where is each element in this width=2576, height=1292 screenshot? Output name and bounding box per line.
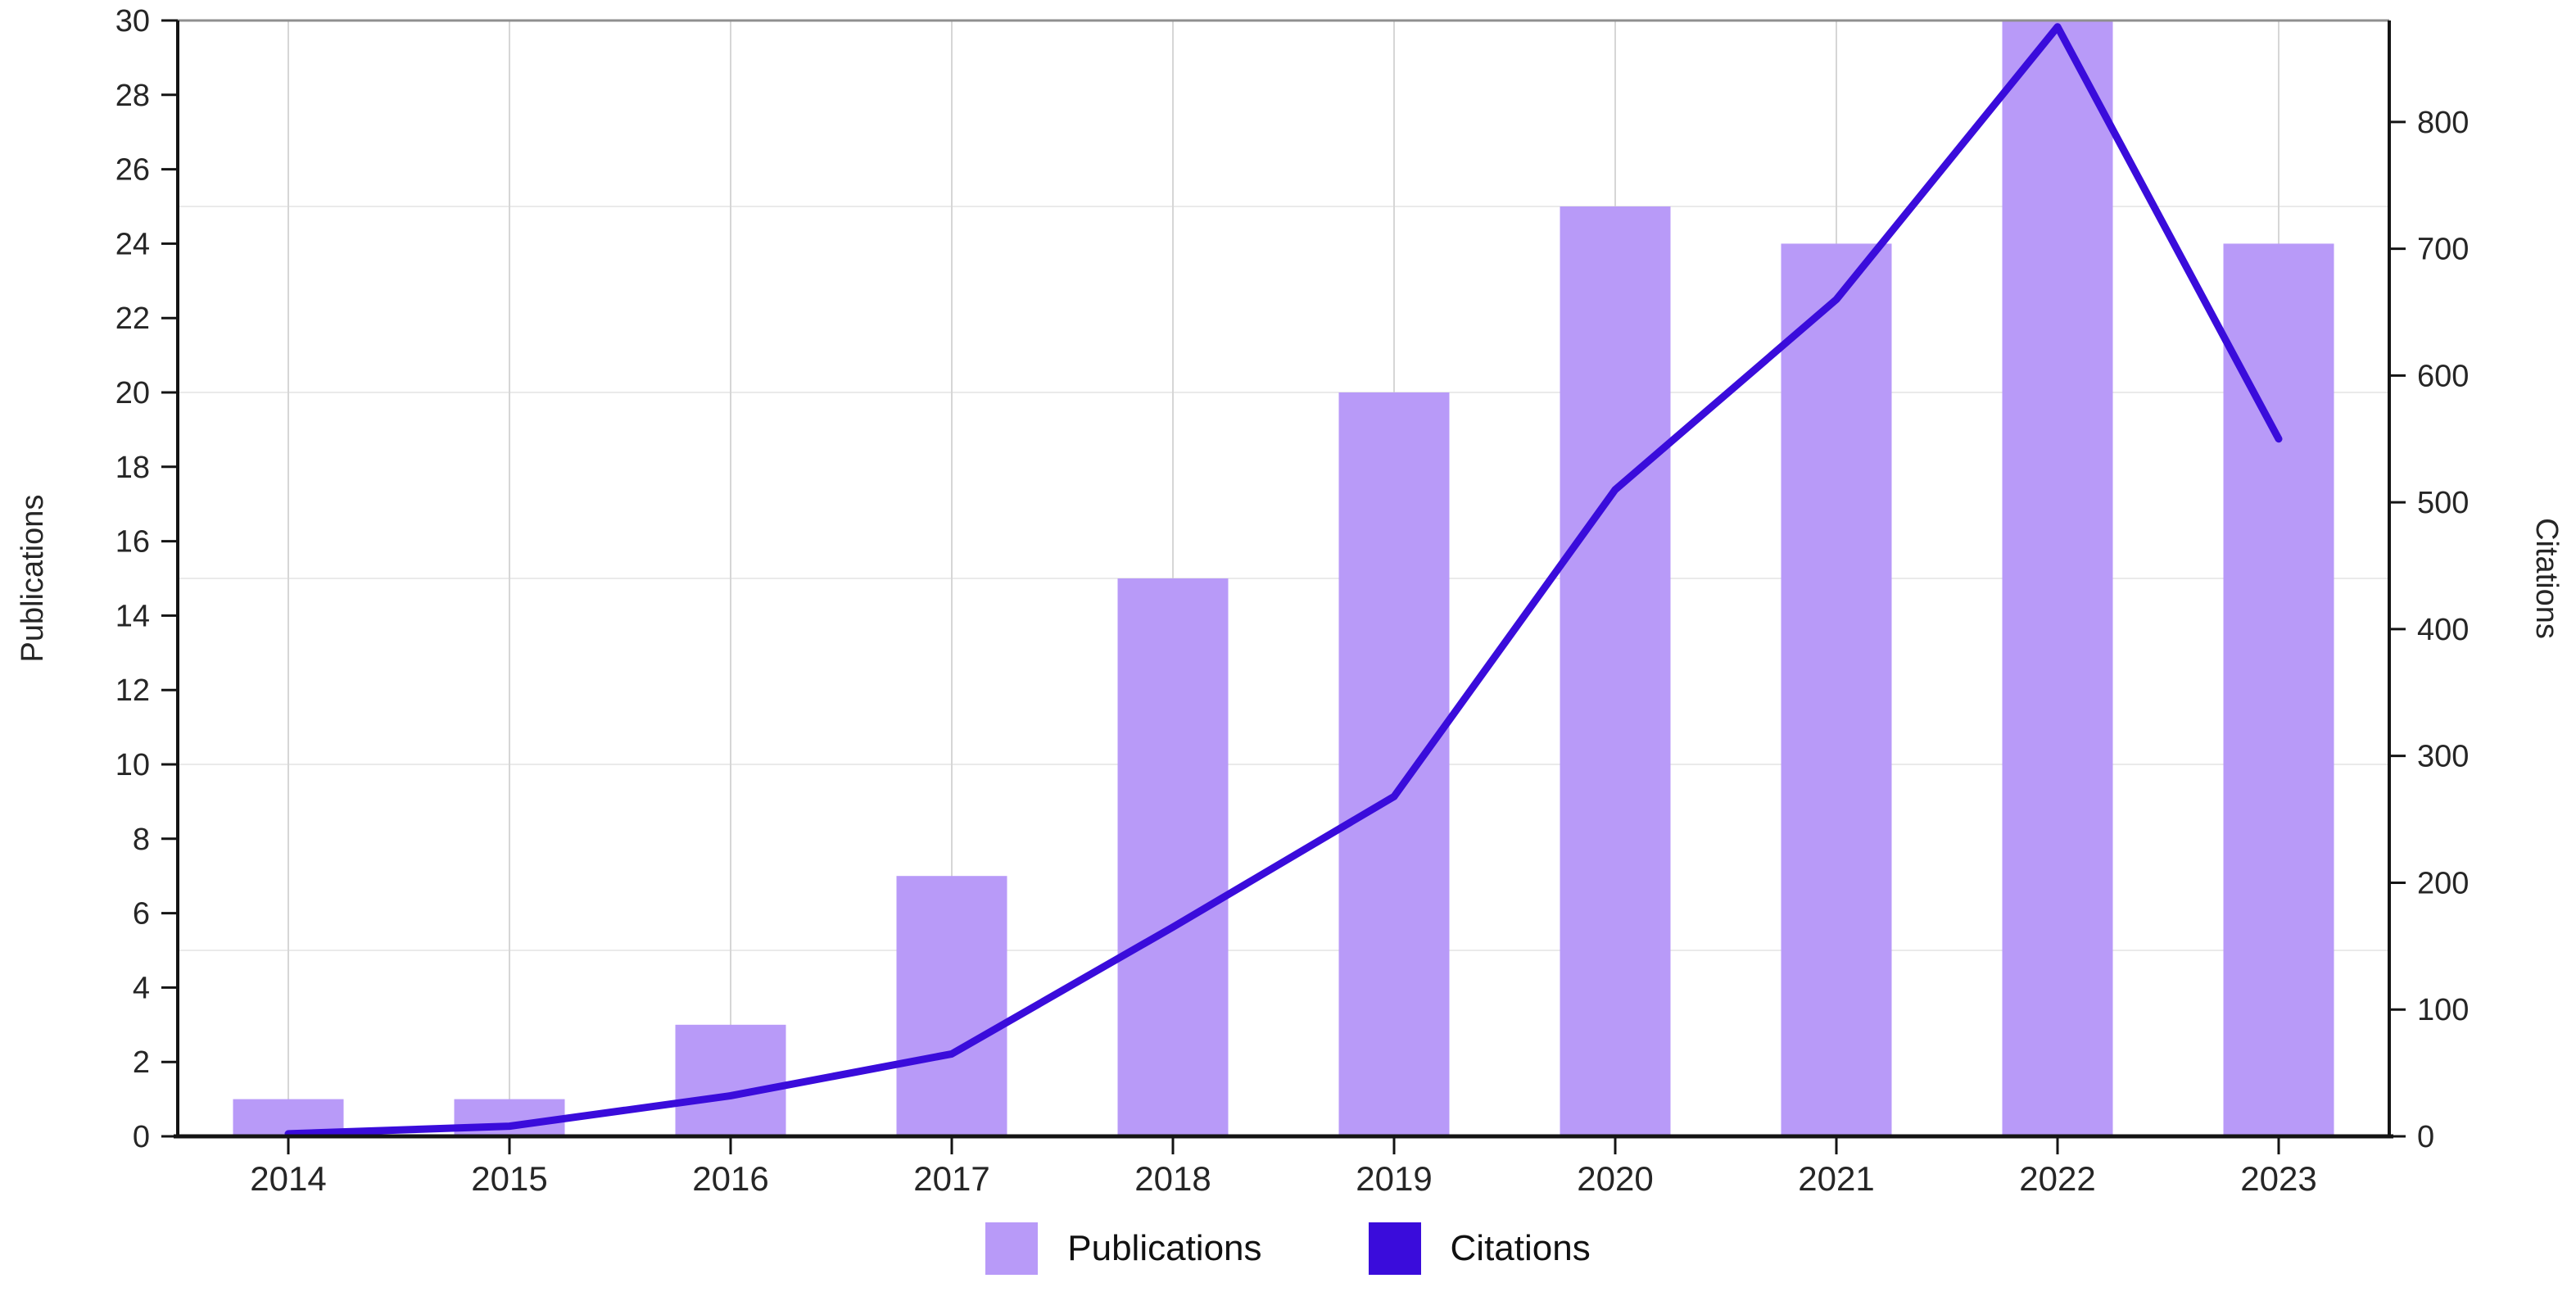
x-axis-tick-label: 2018 [1134,1159,1211,1198]
legend-label-citations: Citations [1450,1228,1591,1268]
left-axis-tick-label: 4 [133,971,150,1005]
left-axis-tick-label: 20 [115,376,150,410]
x-axis-tick-label: 2019 [1356,1159,1432,1198]
x-axis-tick-label: 2014 [250,1159,326,1198]
left-axis-tick-label: 16 [115,525,150,560]
right-axis-tick-label: 200 [2417,866,2469,900]
left-axis-tick-label: 2 [133,1045,150,1080]
right-axis-tick-label: 700 [2417,233,2469,267]
publications-bar-2022 [2002,20,2113,1136]
right-axis-tick-label: 100 [2417,993,2469,1027]
x-axis-tick-label: 2023 [2240,1159,2316,1198]
publications-bar-2019 [1338,392,1450,1136]
left-axis-tick-label: 28 [115,79,150,113]
publications-bar-2021 [1781,243,1892,1136]
right-axis-tick-label: 0 [2417,1120,2434,1154]
publications-swatch-icon [985,1222,1039,1275]
right-axis-tick-label: 500 [2417,486,2469,520]
right-axis-tick-label: 800 [2417,106,2469,140]
left-axis-title: Publications [16,495,50,663]
right-axis-tick-label: 300 [2417,740,2469,774]
citations-swatch-icon [1368,1222,1421,1275]
x-axis-tick-label: 2022 [2019,1159,2095,1198]
left-axis-tick-label: 8 [133,823,150,857]
x-axis-tick-label: 2020 [1577,1159,1653,1198]
x-axis-tick-label: 2015 [471,1159,547,1198]
left-axis-tick-label: 12 [115,673,150,708]
legend-item-publications: Publications [985,1222,1262,1275]
publications-bar-2017 [896,876,1007,1136]
x-axis-tick-label: 2017 [913,1159,989,1198]
x-axis-tick-label: 2021 [1798,1159,1874,1198]
left-axis-tick-label: 10 [115,748,150,782]
left-axis-tick-label: 6 [133,897,150,932]
left-axis-tick-label: 22 [115,301,150,336]
publications-bar-2016 [675,1024,786,1136]
left-axis-tick-label: 14 [115,599,150,633]
x-axis-tick-label: 2016 [692,1159,768,1198]
right-axis-tick-label: 400 [2417,613,2469,647]
left-axis-tick-label: 24 [115,227,150,261]
right-axis-title: Citations [2529,518,2564,639]
left-axis-tick-label: 18 [115,451,150,485]
legend-item-citations: Citations [1368,1222,1591,1275]
legend: Publications Citations [0,1222,2576,1275]
left-axis-tick-label: 0 [133,1120,150,1154]
publications-bar-2018 [1117,578,1229,1136]
publications-bar-2020 [1560,206,1671,1136]
legend-label-publications: Publications [1067,1228,1262,1268]
citations-line [284,23,2283,1138]
publications-bar-2023 [2223,243,2334,1136]
left-axis-tick-label: 26 [115,153,150,188]
left-axis-tick-label: 30 [115,4,150,39]
right-axis-tick-label: 600 [2417,359,2469,393]
